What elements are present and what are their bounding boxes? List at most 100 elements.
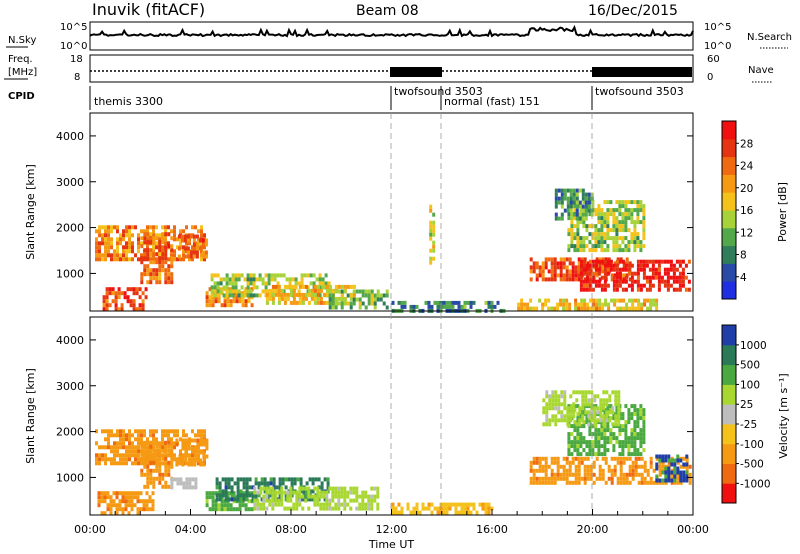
data-cell-r9 bbox=[649, 464, 653, 469]
data-cell-r11 bbox=[578, 422, 582, 427]
data-cell-r10 bbox=[585, 416, 589, 421]
data-cell-r10 bbox=[589, 277, 593, 282]
data-cell-r12 bbox=[621, 224, 625, 229]
data-cell-r11 bbox=[615, 271, 619, 276]
data-cell-r12 bbox=[658, 478, 662, 483]
data-cell-r10 bbox=[639, 440, 643, 445]
data-cell-r3 bbox=[177, 254, 181, 259]
data-cell-r8 bbox=[457, 304, 461, 309]
data-cell-r0 bbox=[107, 229, 110, 234]
data-cell-r7 bbox=[373, 301, 377, 306]
data-cell-r0 bbox=[137, 257, 140, 262]
colorbar-tick-label: 1000 bbox=[740, 340, 767, 352]
colorbar-tick-label: 500 bbox=[740, 360, 760, 372]
data-cell-r13 bbox=[554, 188, 558, 193]
data-cell-r12 bbox=[639, 200, 643, 205]
data-cell-r5 bbox=[221, 489, 225, 494]
data-cell-r5 bbox=[302, 497, 306, 502]
data-cell-r3 bbox=[186, 254, 190, 259]
data-cell-r6 bbox=[268, 288, 272, 293]
data-cell-r12 bbox=[679, 470, 683, 475]
data-cell-r11 bbox=[606, 259, 610, 264]
data-cell-r11 bbox=[548, 398, 552, 403]
data-cell-r0 bbox=[95, 257, 98, 262]
data-cell-r8 bbox=[487, 304, 491, 309]
data-cell-r9 bbox=[541, 468, 545, 473]
data-cell-r0 bbox=[191, 257, 194, 262]
data-cell-r6 bbox=[280, 486, 284, 491]
data-cell-r5 bbox=[257, 485, 261, 490]
data-cell-r10 bbox=[541, 277, 545, 282]
data-cell-r6 bbox=[295, 292, 299, 297]
data-cell-r5 bbox=[242, 481, 246, 486]
data-cell-r0 bbox=[116, 441, 119, 446]
data-cell-r1 bbox=[109, 495, 113, 500]
data-cell-r11 bbox=[621, 279, 625, 284]
data-cell-r1 bbox=[97, 495, 101, 500]
data-cell-r3 bbox=[204, 250, 208, 255]
data-cell-r9 bbox=[556, 468, 560, 473]
data-cell-r14 bbox=[532, 306, 536, 311]
data-cell-r10 bbox=[588, 432, 592, 437]
data-cell-r12 bbox=[567, 212, 571, 217]
data-cell-r13 bbox=[575, 196, 579, 201]
data-cell-r9 bbox=[649, 480, 653, 485]
data-cell-r3 bbox=[201, 250, 205, 255]
data-cell-r12 bbox=[579, 244, 583, 249]
data-cell-r7 bbox=[179, 481, 183, 486]
data-cell-r2 bbox=[161, 236, 165, 241]
data-cell-r6 bbox=[355, 490, 359, 495]
data-cell-r4 bbox=[205, 299, 209, 304]
data-cell-r8 bbox=[406, 506, 410, 511]
data-cell-r5 bbox=[222, 285, 226, 290]
data-cell-r0 bbox=[137, 457, 140, 462]
data-cell-r14 bbox=[631, 302, 635, 307]
data-cell-r13 bbox=[581, 196, 585, 201]
data-cell-r10 bbox=[633, 432, 637, 437]
data-cell-r5 bbox=[240, 285, 244, 290]
data-cell-r10 bbox=[538, 265, 542, 270]
data-cell-r13 bbox=[581, 216, 585, 221]
nave-block-2 bbox=[592, 67, 692, 77]
data-cell-r7 bbox=[337, 301, 341, 306]
data-cell-r12 bbox=[642, 224, 646, 229]
data-cell-r2 bbox=[170, 236, 174, 241]
data-cell-r11 bbox=[618, 275, 622, 280]
data-cell-r0 bbox=[188, 257, 191, 262]
data-cell-r6 bbox=[370, 494, 374, 499]
data-cell-r10 bbox=[574, 273, 578, 278]
data-cell-r5 bbox=[272, 477, 276, 482]
data-cell-r10 bbox=[562, 265, 566, 270]
y-tick-label: 1000 bbox=[56, 471, 84, 484]
data-cell-r8 bbox=[457, 300, 461, 305]
data-cell-r11 bbox=[591, 259, 595, 264]
data-cell-r5 bbox=[311, 477, 315, 482]
data-cell-r6 bbox=[286, 296, 290, 301]
data-cell-r2 bbox=[143, 232, 147, 237]
data-cell-r9 bbox=[610, 472, 614, 477]
data-cell-r10 bbox=[619, 257, 623, 262]
data-cell-r11 bbox=[554, 390, 558, 395]
data-cell-r5 bbox=[227, 477, 231, 482]
data-cell-r11 bbox=[557, 418, 561, 423]
data-cell-r13 bbox=[584, 204, 588, 209]
data-cell-r3 bbox=[192, 254, 196, 259]
data-cell-r11 bbox=[581, 394, 585, 399]
data-cell-r14 bbox=[619, 298, 623, 303]
data-cell-r0 bbox=[191, 429, 194, 434]
data-cell-r12 bbox=[618, 236, 622, 241]
data-cell-r2 bbox=[170, 448, 174, 453]
data-cell-r5 bbox=[273, 273, 277, 278]
data-cell-r14 bbox=[589, 298, 593, 303]
data-cell-r1 bbox=[103, 499, 107, 504]
data-cell-r0 bbox=[104, 453, 107, 458]
data-cell-r10 bbox=[538, 273, 542, 278]
data-cell-r2 bbox=[164, 252, 168, 257]
data-cell-r8 bbox=[430, 510, 434, 515]
data-cell-r2 bbox=[161, 248, 165, 253]
data-cell-r12 bbox=[603, 200, 607, 205]
data-cell-r6 bbox=[313, 288, 317, 293]
data-cell-r4 bbox=[247, 499, 251, 504]
data-cell-r10 bbox=[550, 257, 554, 262]
data-cell-r11 bbox=[651, 271, 655, 276]
